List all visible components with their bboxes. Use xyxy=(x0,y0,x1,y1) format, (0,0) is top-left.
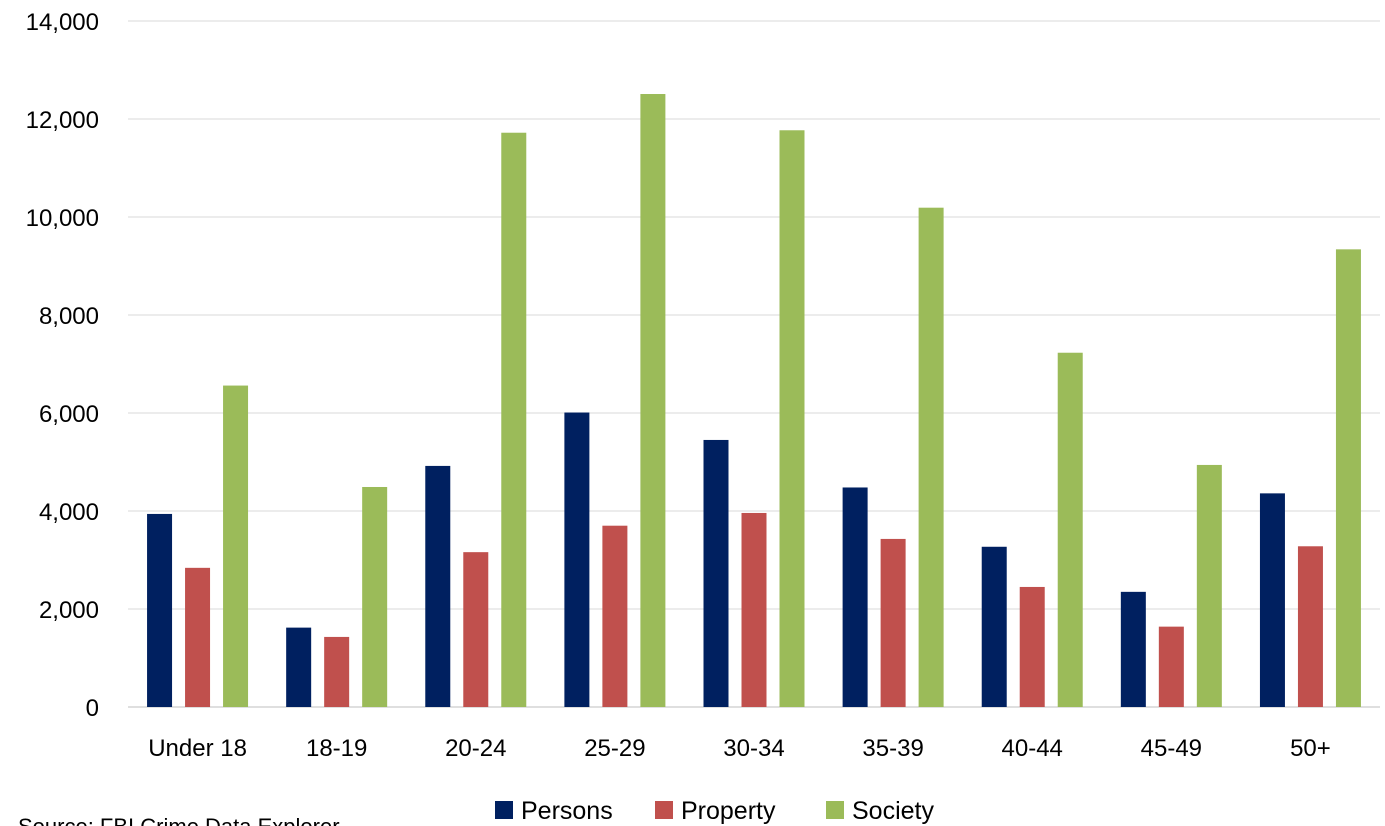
legend-swatch xyxy=(495,801,513,819)
bar-society-45-49 xyxy=(1196,464,1222,707)
x-tick-label: Under 18 xyxy=(148,735,247,762)
bar-persons-45-49 xyxy=(1120,591,1146,707)
bar-society-40-44 xyxy=(1057,352,1083,707)
bar-property-20-24 xyxy=(463,552,489,707)
bar-property-30-34 xyxy=(741,512,767,707)
bar-persons-20-24 xyxy=(425,465,451,707)
bar-persons-35-39 xyxy=(842,487,868,707)
bar-society-25-29 xyxy=(640,94,666,707)
bar-persons-under-18 xyxy=(147,513,173,707)
source-note: Source: FBI Crime Data Explorer xyxy=(18,814,340,826)
bars xyxy=(147,94,1361,708)
y-tick-label: 12,000 xyxy=(26,107,99,134)
x-tick-label: 25-29 xyxy=(584,735,645,762)
legend-swatch xyxy=(826,801,844,819)
bar-property-50- xyxy=(1297,546,1323,707)
x-tick-label: 18-19 xyxy=(306,735,367,762)
bar-persons-30-34 xyxy=(703,439,729,707)
legend-item-society: Society xyxy=(826,797,934,825)
bar-society-under-18 xyxy=(223,385,249,707)
bar-society-30-34 xyxy=(779,130,805,707)
bar-property-18-19 xyxy=(324,636,350,707)
y-tick-label: 10,000 xyxy=(26,205,99,232)
x-tick-label: 45-49 xyxy=(1141,735,1202,762)
legend: Persons Property Society xyxy=(495,797,934,825)
bar-society-35-39 xyxy=(918,207,944,707)
bar-property-40-44 xyxy=(1019,586,1045,707)
y-tick-label: 6,000 xyxy=(39,401,99,428)
y-tick-label: 2,000 xyxy=(39,597,99,624)
x-tick-label: 40-44 xyxy=(1002,735,1063,762)
bar-society-18-19 xyxy=(362,486,388,707)
legend-label: Property xyxy=(681,797,776,825)
y-tick-label: 14,000 xyxy=(26,9,99,36)
x-tick-label: 35-39 xyxy=(862,735,923,762)
bar-persons-18-19 xyxy=(286,627,312,707)
bar-persons-50- xyxy=(1259,493,1285,707)
bar-society-20-24 xyxy=(501,132,527,708)
bar-property-under-18 xyxy=(185,567,211,707)
legend-label: Persons xyxy=(521,797,613,825)
gridlines xyxy=(128,20,1380,708)
bar-property-25-29 xyxy=(602,525,628,707)
x-tick-label: 50+ xyxy=(1290,735,1331,762)
y-tick-label: 4,000 xyxy=(39,499,99,526)
legend-item-property: Property xyxy=(655,797,776,825)
y-tick-label: 0 xyxy=(86,695,99,722)
bar-property-35-39 xyxy=(880,538,906,707)
bar-persons-25-29 xyxy=(564,412,590,707)
x-tick-label: 30-34 xyxy=(723,735,784,762)
bar-society-50- xyxy=(1335,249,1361,707)
x-axis: Under 18 18-19 20-24 25-29 30-34 35-39 40-44 45… xyxy=(148,735,1331,762)
x-tick-label: 20-24 xyxy=(445,735,506,762)
y-axis: 0 2,000 4,000 6,000 8,000 10,000 12,000 14,000 xyxy=(26,9,99,722)
legend-label: Society xyxy=(852,797,934,825)
y-tick-label: 8,000 xyxy=(39,303,99,330)
legend-swatch xyxy=(655,801,673,819)
bar-persons-40-44 xyxy=(981,546,1007,707)
legend-item-persons: Persons xyxy=(495,797,613,825)
bar-property-45-49 xyxy=(1158,626,1184,707)
